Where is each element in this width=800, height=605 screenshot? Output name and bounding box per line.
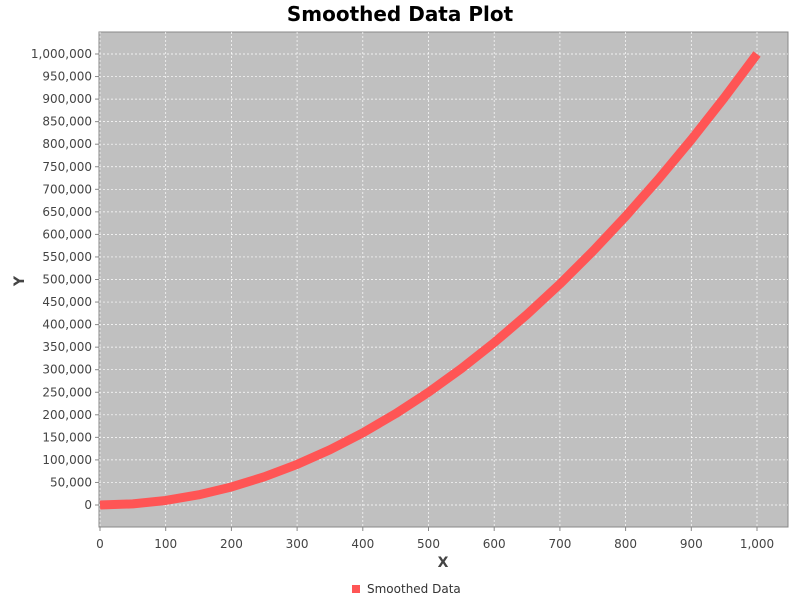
y-tick-label: 400,000 — [42, 318, 92, 332]
y-tick-label: 500,000 — [42, 273, 92, 287]
x-tick-label: 500 — [417, 537, 440, 551]
x-tick-label: 0 — [96, 537, 104, 551]
x-tick-label: 1,000 — [740, 537, 774, 551]
y-tick-label: 550,000 — [42, 250, 92, 264]
y-tick-label: 900,000 — [42, 92, 92, 106]
y-tick-label: 1,000,000 — [31, 47, 92, 61]
chart-title: Smoothed Data Plot — [287, 2, 514, 26]
y-tick-label: 0 — [84, 498, 92, 512]
x-tick-label: 700 — [548, 537, 571, 551]
x-axis-label: X — [438, 555, 449, 571]
x-tick-label: 600 — [483, 537, 506, 551]
series-line — [99, 51, 761, 510]
x-tick-label: 200 — [220, 537, 243, 551]
x-axis-ticks: 0 100 200 300 400 500 600 700 800 900 1,000 — [96, 527, 774, 551]
y-tick-label: 300,000 — [42, 363, 92, 377]
x-tick-label: 300 — [286, 537, 309, 551]
x-tick-label: 400 — [351, 537, 374, 551]
y-tick-label: 350,000 — [42, 340, 92, 354]
y-tick-label: 450,000 — [42, 295, 92, 309]
x-tick-label: 100 — [154, 537, 177, 551]
y-tick-label: 700,000 — [42, 182, 92, 196]
y-tick-label: 600,000 — [42, 227, 92, 241]
y-tick-label: 750,000 — [42, 160, 92, 174]
legend-swatch — [352, 585, 360, 593]
y-tick-label: 100,000 — [42, 453, 92, 467]
y-tick-label: 50,000 — [50, 475, 92, 489]
y-tick-label: 950,000 — [42, 70, 92, 84]
y-tick-label: 150,000 — [42, 430, 92, 444]
x-tick-label: 900 — [680, 537, 703, 551]
legend-label: Smoothed Data — [367, 582, 461, 596]
y-tick-label: 850,000 — [42, 115, 92, 129]
x-tick-label: 800 — [614, 537, 637, 551]
y-tick-label: 200,000 — [42, 408, 92, 422]
y-axis-ticks: 0 50,000 100,000 150,000 200,000 250,000 300,0… — [31, 47, 99, 512]
y-tick-label: 650,000 — [42, 205, 92, 219]
y-axis-label: Y — [12, 275, 28, 287]
series-layer — [99, 51, 761, 510]
grid-lines — [99, 32, 788, 527]
legend: Smoothed Data — [352, 582, 461, 596]
y-tick-label: 250,000 — [42, 385, 92, 399]
y-tick-label: 800,000 — [42, 137, 92, 151]
